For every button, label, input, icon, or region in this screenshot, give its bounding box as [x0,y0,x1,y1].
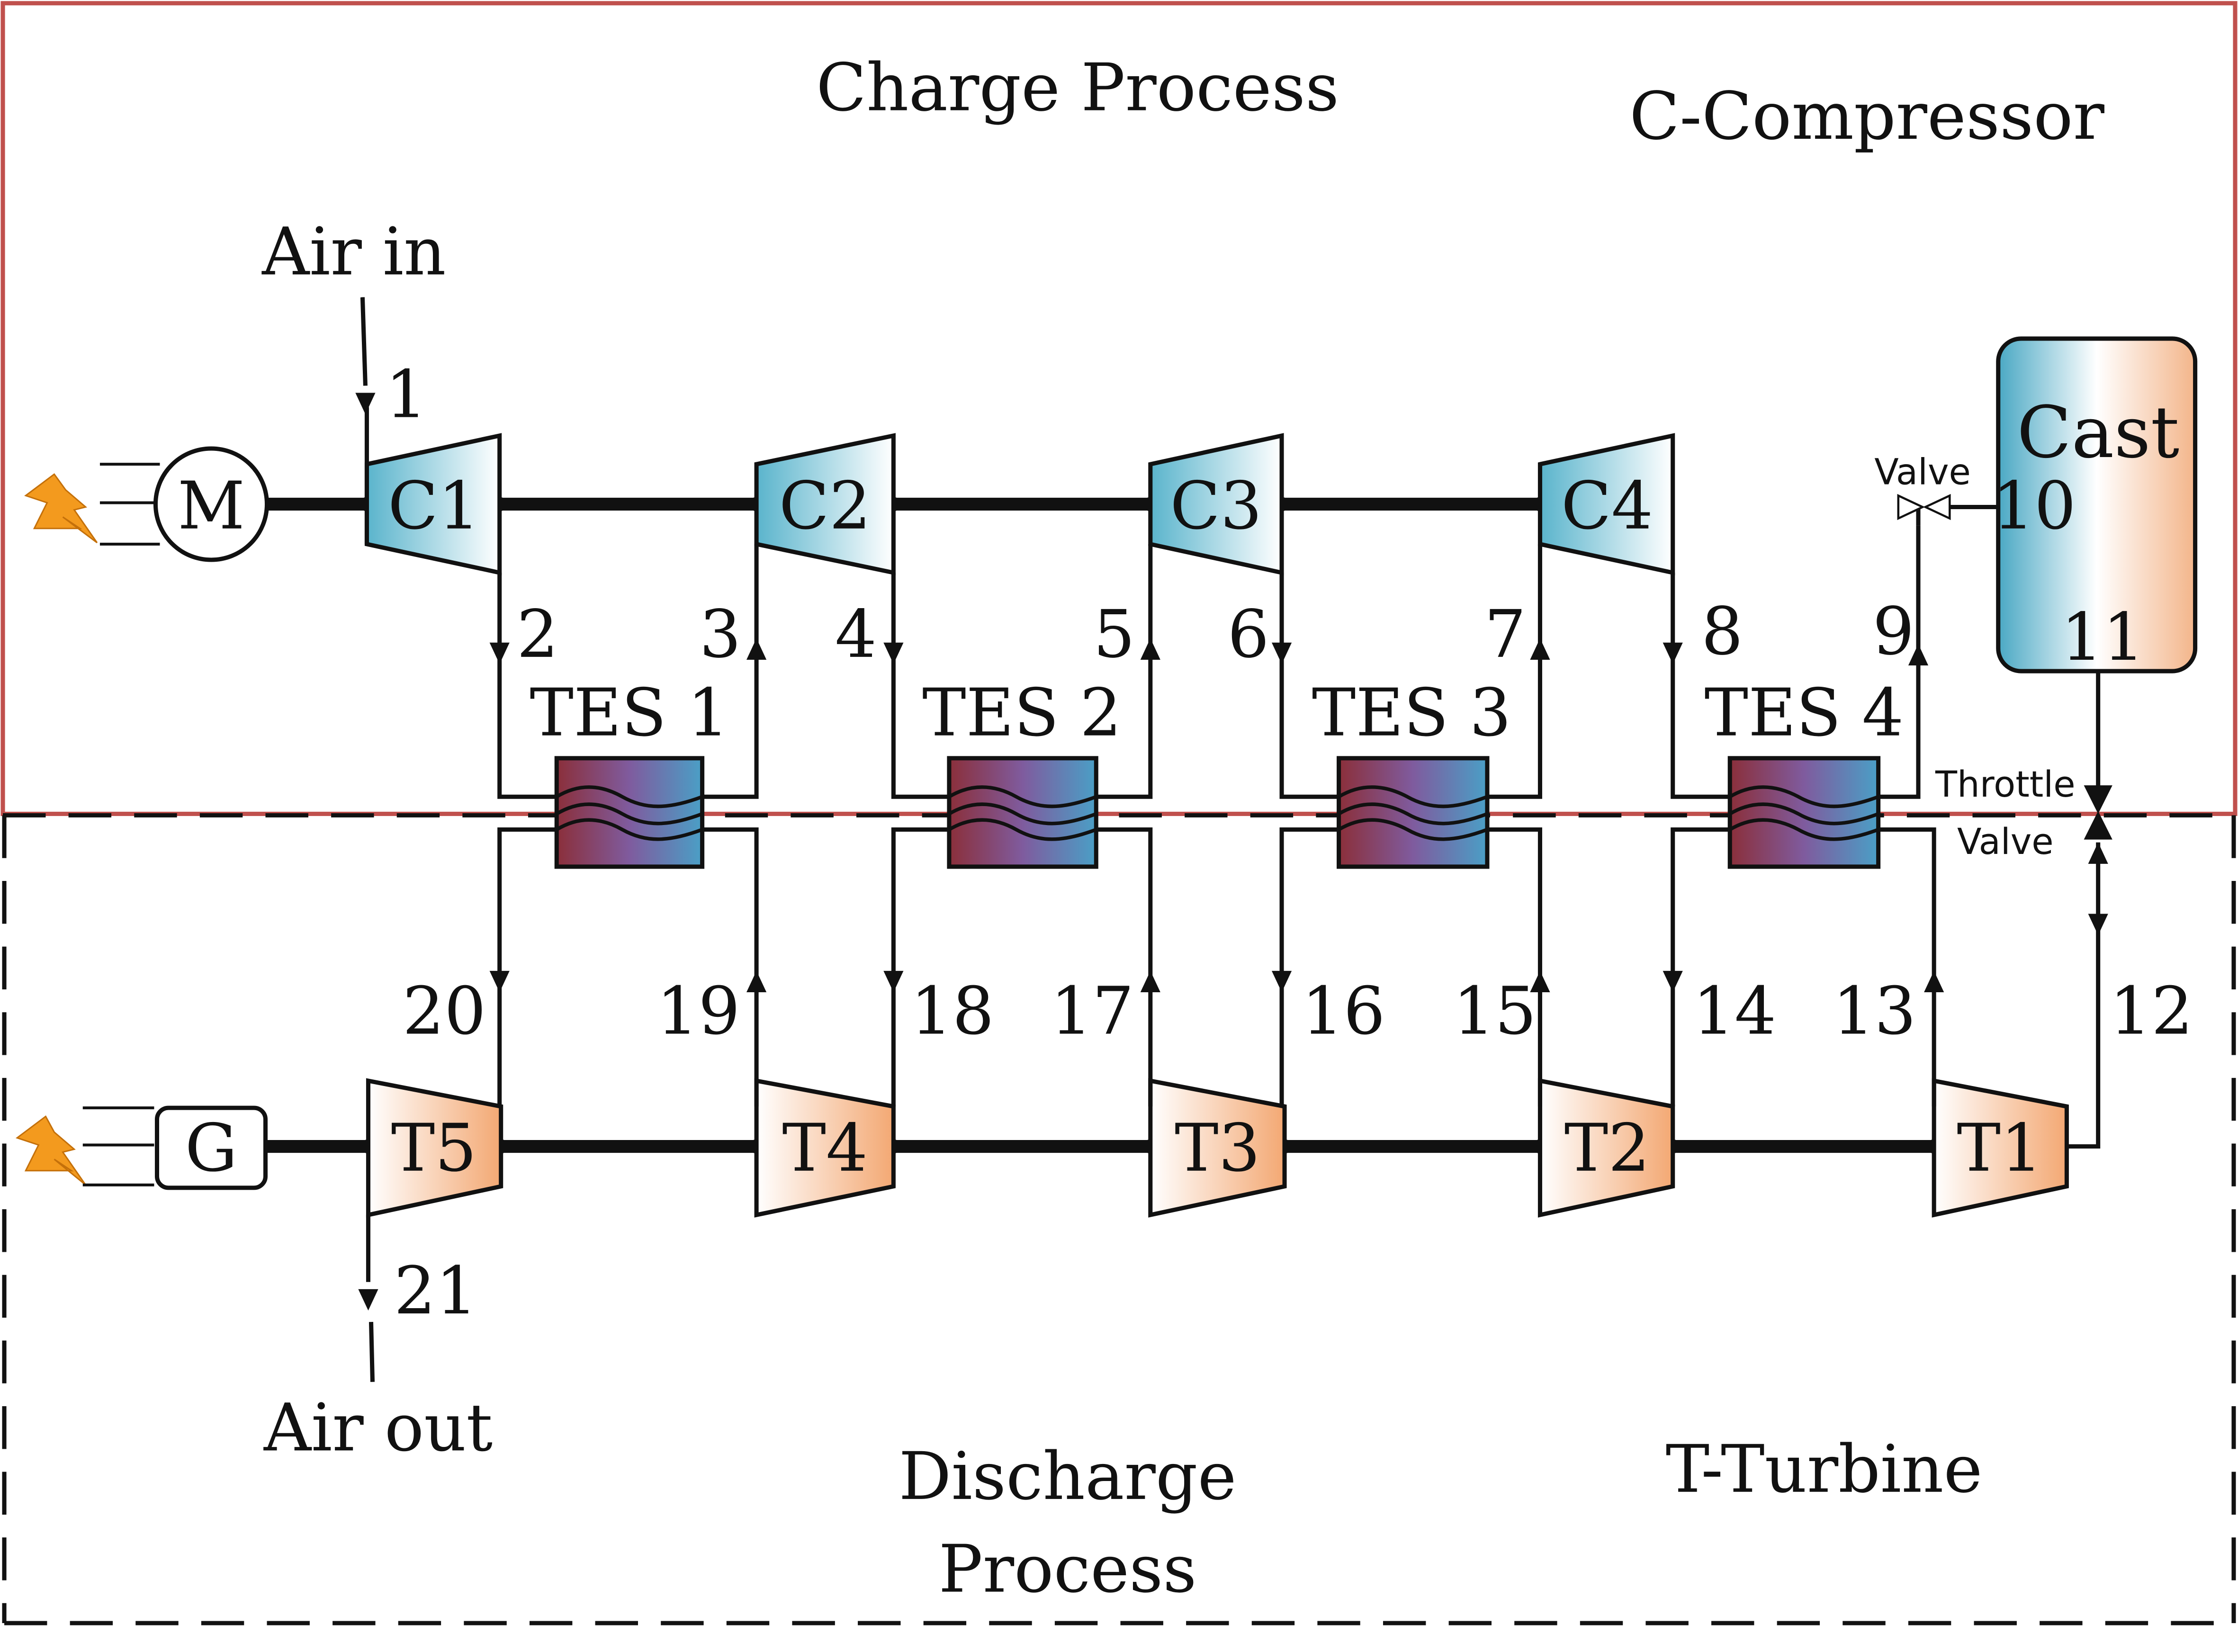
state-point-1: 1 [386,356,427,433]
state-point-2: 2 [517,596,558,673]
tes-unit-3: TES 3 [1312,674,1511,869]
state-point-6: 6 [1228,596,1269,673]
compressor-c2: C2 [754,433,896,575]
charge-process-title: Charge Process [816,49,1339,126]
cavern-label: Cast [2017,391,2179,474]
state-point-10: 10 [1993,467,2076,544]
state-point-4: 4 [835,596,877,673]
turbine-t5: T5 [366,1078,503,1218]
lightning-icon-generator [15,1115,87,1186]
state-point-7: 7 [1484,596,1526,673]
turbine-label: T5 [391,1110,477,1186]
tes-label: TES 3 [1312,674,1511,751]
tes-unit-4: TES 4 [1705,674,1904,869]
compressor-label: C2 [779,467,871,544]
tes-unit-2: TES 2 [922,674,1122,869]
state-point-11: 11 [2061,599,2144,675]
state-point-17: 17 [1051,972,1134,1049]
compressor-c3: C3 [1148,433,1284,575]
turbine-label: T1 [1957,1110,2042,1186]
turbine-label: T2 [1564,1110,1650,1186]
motor-wires [99,463,160,546]
throttle-valve-label-line2: Valve [1957,821,2054,862]
turbine-label: T4 [782,1110,868,1186]
state-point-20: 20 [403,972,486,1049]
turbine-t1: T1 [1932,1078,2069,1218]
state-point-12: 12 [2110,972,2193,1049]
state-point-labels: 1 2 3 4 5 6 7 8 9 10 11 12 13 14 15 16 1… [386,356,2193,1329]
turbine-t2: T2 [1537,1078,1675,1218]
compressor-c1: C1 [364,433,502,575]
charge-pipes [360,297,2101,799]
discharge-process-title-line2: Process [939,1531,1197,1607]
state-point-15: 15 [1453,972,1537,1049]
valve-icon [1897,494,1998,526]
generator-wires [82,1106,154,1186]
tes-unit-1: TES 1 [530,674,729,869]
turbine-label: T3 [1175,1110,1260,1186]
state-point-18: 18 [911,972,994,1049]
flow-arrows [355,393,2112,1311]
state-point-8: 8 [1701,593,1743,670]
compressor-c4: C4 [1537,433,1675,575]
state-point-16: 16 [1302,972,1385,1049]
turbine-legend: T-Turbine [1666,1431,1983,1508]
generator-label: G [185,1110,238,1186]
compressor-legend: C-Compressor [1629,78,2105,154]
state-point-13: 13 [1833,972,1916,1049]
state-point-19: 19 [656,972,740,1049]
tes-label: TES 1 [530,674,729,751]
turbine-t3: T3 [1148,1078,1287,1218]
tes-label: TES 2 [922,674,1122,751]
discharge-pipes [366,827,2101,1382]
lightning-icon-motor [24,473,98,544]
throttle-valve-label-line1: Throttle [1935,763,2076,805]
state-point-5: 5 [1093,596,1135,673]
motor-label: M [178,467,245,544]
state-point-9: 9 [1873,593,1914,670]
valve-label: Valve [1874,451,1971,493]
state-point-14: 14 [1693,972,1776,1049]
compressor-label: C4 [1561,467,1653,544]
air-in-label: Air in [261,213,446,290]
tes-label: TES 4 [1705,674,1904,751]
compressor-label: C3 [1170,467,1262,544]
state-point-21: 21 [394,1252,477,1329]
discharge-process-title-line1: Discharge [899,1438,1236,1515]
air-out-label: Air out [263,1389,493,1466]
compressor-label: C1 [388,467,480,544]
state-point-3: 3 [700,596,741,673]
turbine-t4: T4 [754,1078,896,1218]
